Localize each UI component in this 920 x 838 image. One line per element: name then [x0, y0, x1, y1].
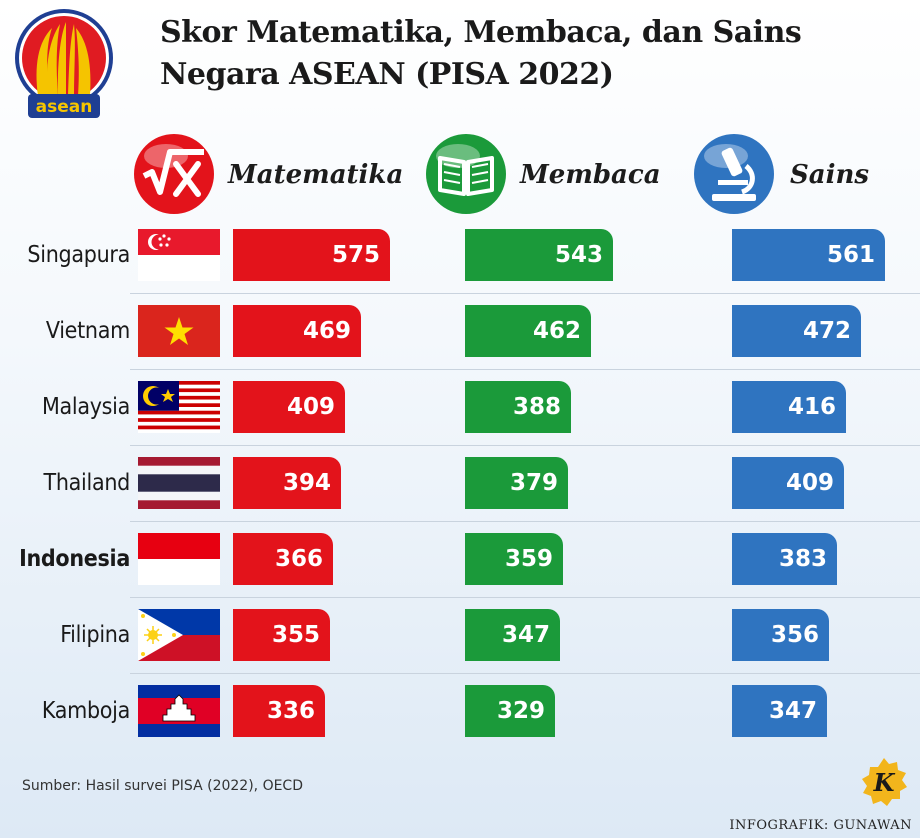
- row-divider: [130, 293, 920, 294]
- philippines-flag: [138, 609, 220, 661]
- country-label: Malaysia: [41, 394, 130, 420]
- reading-score-bar: 388: [465, 381, 571, 433]
- svg-text:K: K: [873, 768, 896, 797]
- math-score-bar: 394: [233, 457, 341, 509]
- science-score-bar: 561: [732, 229, 885, 281]
- cambodia-flag: [138, 685, 220, 737]
- row-divider: [130, 597, 920, 598]
- svg-text:asean: asean: [36, 97, 93, 117]
- malaysia-flag: [138, 381, 220, 433]
- math-score-bar: 409: [233, 381, 345, 433]
- title-line-1: Skor Matematika, Membaca, dan Sains: [160, 15, 802, 50]
- page-title: Skor Matematika, Membaca, dan Sains Nega…: [160, 12, 802, 96]
- reading-score-bar: 347: [465, 609, 560, 661]
- brand-logo: K: [862, 758, 907, 806]
- asean-logo: asean: [15, 9, 113, 118]
- science-score-bar: 409: [732, 457, 844, 509]
- reading-score-bar: 329: [465, 685, 555, 737]
- science-score-bar: 416: [732, 381, 846, 433]
- science-score-bar: 356: [732, 609, 829, 661]
- country-label: Filipina: [60, 622, 130, 648]
- science-column-label: Sains: [790, 160, 870, 190]
- math-column-header: Matematika: [130, 130, 404, 220]
- country-label: Kamboja: [41, 698, 130, 724]
- math-score-bar: 469: [233, 305, 361, 357]
- science-score-bar: 383: [732, 533, 837, 585]
- science-score-bar: 472: [732, 305, 861, 357]
- country-label: Vietnam: [45, 318, 130, 344]
- reading-score-bar: 462: [465, 305, 591, 357]
- math-score-bar: 336: [233, 685, 325, 737]
- title-line-2: Negara ASEAN (PISA 2022): [160, 57, 614, 92]
- country-label: Thailand: [43, 470, 131, 496]
- reading-column-label: Membaca: [520, 160, 661, 190]
- microscope-icon: [694, 134, 774, 214]
- row-divider: [130, 521, 920, 522]
- reading-column-header: Membaca: [422, 130, 662, 220]
- credit-note: INFOGRAFIK: GUNAWAN: [729, 818, 912, 833]
- reading-score-bar: 379: [465, 457, 568, 509]
- thailand-flag: [138, 457, 220, 509]
- square-root-x-icon: [134, 134, 214, 214]
- row-divider: [130, 673, 920, 674]
- math-score-bar: 575: [233, 229, 390, 281]
- math-column-label: Matematika: [228, 160, 404, 190]
- math-score-bar: 366: [233, 533, 333, 585]
- country-label: Indonesia: [19, 546, 130, 572]
- math-score-bar: 355: [233, 609, 330, 661]
- reading-score-bar: 359: [465, 533, 563, 585]
- row-divider: [130, 369, 920, 370]
- source-note: Sumber: Hasil survei PISA (2022), OECD: [22, 778, 303, 794]
- science-score-bar: 347: [732, 685, 827, 737]
- vietnam-flag: [138, 305, 220, 357]
- singapore-flag: [138, 229, 220, 281]
- indonesia-flag: [138, 533, 220, 585]
- open-book-icon: [426, 134, 506, 214]
- country-label: Singapura: [27, 242, 130, 268]
- science-column-header: Sains: [690, 130, 890, 220]
- reading-score-bar: 543: [465, 229, 613, 281]
- row-divider: [130, 445, 920, 446]
